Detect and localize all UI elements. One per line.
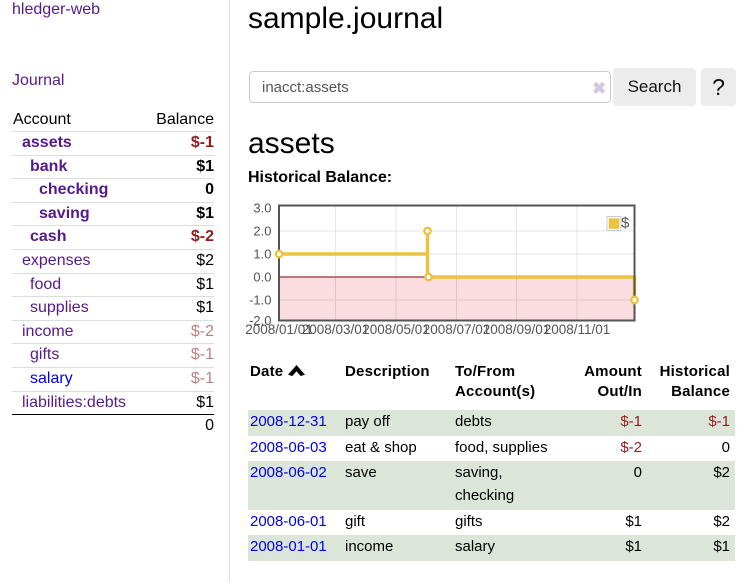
svg-text:2008/07/01: 2008/07/01	[423, 322, 491, 337]
svg-text:1.0: 1.0	[253, 247, 271, 262]
svg-text:0.0: 0.0	[253, 270, 271, 285]
svg-text:2008/11/01: 2008/11/01	[544, 322, 611, 337]
svg-text:2008/09/01: 2008/09/01	[483, 322, 551, 337]
svg-text:2008/01/01: 2008/01/01	[245, 322, 313, 337]
svg-text:-1.0: -1.0	[249, 293, 271, 308]
svg-text:3.0: 3.0	[253, 201, 271, 216]
svg-text:2.0: 2.0	[253, 224, 271, 239]
svg-text:2008/05/01: 2008/05/01	[362, 322, 430, 337]
svg-text:-2.0: -2.0	[249, 313, 271, 328]
svg-text:2008/03/01: 2008/03/01	[302, 322, 370, 337]
svg-text:$: $	[621, 215, 630, 232]
